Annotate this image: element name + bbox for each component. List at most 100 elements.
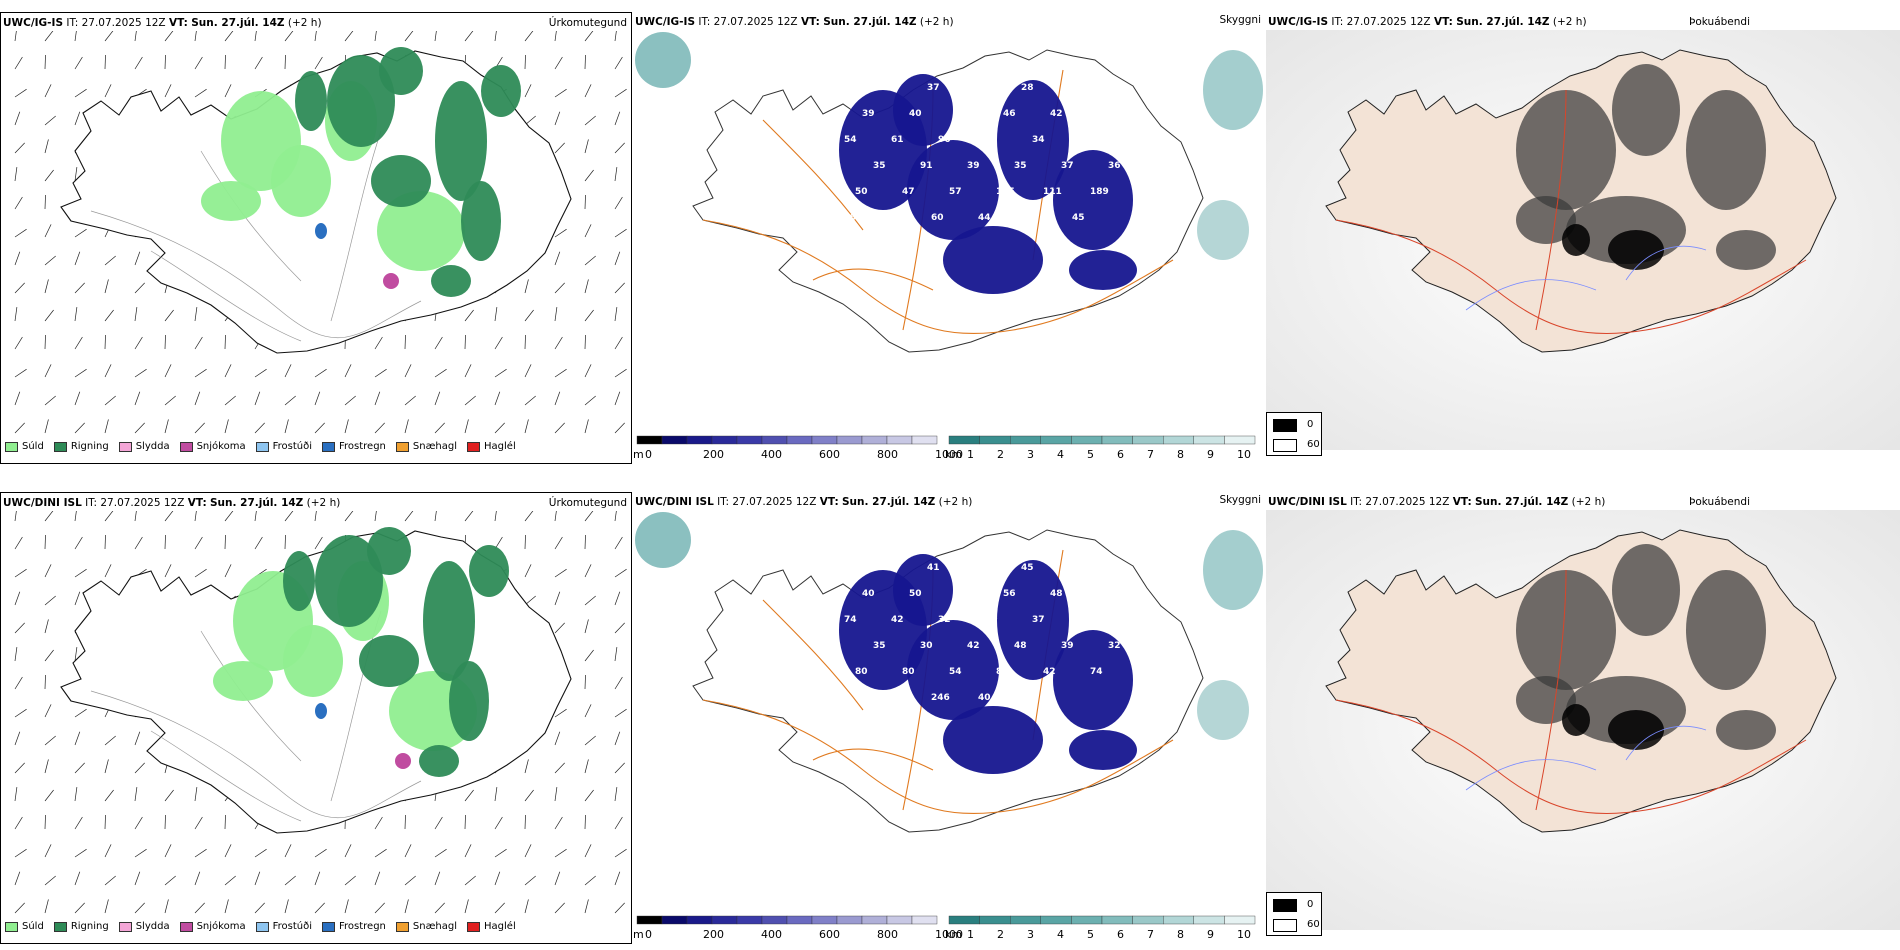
visibility-value-label: 37 — [927, 83, 940, 93]
fog-legend-swatch-high — [1273, 919, 1297, 932]
height-colorbar-cell — [911, 435, 938, 445]
visibility-tick-label: 2 — [997, 928, 1004, 941]
visibility-tick-label: 6 — [1117, 928, 1124, 941]
legend-swatch — [322, 921, 335, 932]
visibility-colorbar-cell — [1040, 915, 1072, 925]
fog-panel-top: UWC/IG-IS IT: 27.07.2025 12Z VT: Sun. 27… — [1266, 12, 1900, 464]
visibility-value-label: 30 — [920, 641, 933, 651]
legend-swatch — [467, 921, 481, 932]
visibility-value-label: 32 — [938, 615, 951, 625]
visibility-colorbar-cell — [1193, 915, 1225, 925]
legend-label: Snjókoma — [196, 441, 246, 452]
height-colorbar-cell — [786, 915, 813, 925]
height-colorbar-cell — [836, 435, 863, 445]
visibility-unit-label: km — [945, 928, 962, 941]
visibility-value-label: 42 — [891, 615, 904, 625]
visibility-value-label: 30 — [985, 615, 998, 625]
height-colorbar-cell — [736, 915, 763, 925]
height-colorbar-cell — [811, 915, 838, 925]
legend-label: Snjókoma — [196, 921, 246, 932]
visibility-value-label: 91 — [920, 161, 933, 171]
panel-title: Úrkomutegund — [548, 497, 627, 509]
visibility-value-label: 36 — [956, 109, 969, 119]
visibility-colorbar-cell — [1071, 915, 1103, 925]
legend-item-slydda: Slydda — [118, 921, 170, 932]
visibility-value-label: 50 — [909, 589, 922, 599]
visibility-value-label: 57 — [949, 187, 962, 197]
visibility-value-label: 39 — [1068, 563, 1081, 573]
legend-swatch — [322, 441, 335, 452]
visibility-colorbar-cell — [1132, 435, 1164, 445]
height-unit-label: m — [633, 448, 644, 461]
visibility-tick-label: 3 — [1027, 928, 1034, 941]
legend-swatch — [53, 921, 67, 932]
precip-map — [14, 511, 627, 914]
height-colorbar-cell — [861, 915, 888, 925]
precip-legend: Súld Rigning Slydda Snjókoma Frostúði Frostre… — [5, 921, 516, 932]
visibility-value-label: 111 — [1043, 187, 1062, 197]
panel-header: UWC/IG-IS IT: 27.07.2025 12Z VT: Sun. 27… — [3, 17, 322, 29]
visibility-colorbar-cell — [1010, 435, 1042, 445]
visibility-value-label: 40 — [1115, 83, 1128, 93]
fog-legend-swatch-low — [1273, 419, 1297, 432]
height-unit-label: m — [633, 928, 644, 941]
visibility-colorbar-cell — [1163, 915, 1195, 925]
visibility-value-label: 40 — [862, 589, 875, 599]
visibility-value-label: 39 — [1079, 615, 1092, 625]
legend-swatch — [53, 441, 67, 452]
legend-swatch — [255, 921, 269, 932]
visibility-value-label: 33 — [974, 83, 987, 93]
fog-panel-bottom: UWC/DINI ISL IT: 27.07.2025 12Z VT: Sun.… — [1266, 492, 1900, 944]
legend-label: Snæhagl — [412, 921, 458, 932]
legend-label: Frostúði — [272, 441, 312, 452]
visibility-value-label: 31 — [1079, 135, 1092, 145]
visibility-value-label: 38 — [1126, 615, 1139, 625]
height-tick-label: 800 — [877, 448, 898, 461]
visibility-value-label: 47 — [902, 187, 915, 197]
visibility-value-label: 116 — [1097, 589, 1116, 599]
height-colorbar-cell — [836, 915, 863, 925]
fog-legend-high: 60 — [1307, 919, 1320, 930]
height-colorbar-cell — [811, 435, 838, 445]
height-colorbar-cell — [686, 915, 713, 925]
visibility-value-label: 40 — [1097, 109, 1110, 119]
visibility-value-label: 48 — [1050, 589, 1063, 599]
legend-swatch — [179, 921, 193, 932]
visibility-value-label: 96 — [938, 135, 951, 145]
visibility-value-label: 54 — [949, 667, 962, 677]
visibility-value-label: 40 — [909, 109, 922, 119]
visibility-value-label: 88 — [996, 667, 1009, 677]
visibility-value-label: 28 — [1021, 83, 1034, 93]
visibility-colorbar-cell — [1224, 915, 1256, 925]
visibility-value-label: 38 — [880, 563, 893, 573]
legend-item-frostregn: Frostregn — [322, 921, 386, 932]
visibility-value-label: 37 — [1061, 161, 1074, 171]
legend-item-snjókoma: Snjókoma — [179, 921, 246, 932]
height-colorbar-cell — [761, 915, 788, 925]
visibility-value-label: 67 — [833, 563, 846, 573]
visibility-value-label: 39 — [862, 109, 875, 119]
panel-header: UWC/DINI ISL IT: 27.07.2025 12Z VT: Sun.… — [3, 497, 341, 509]
legend-item-snæhagl: Snæhagl — [395, 441, 457, 452]
visibility-colorbar-cell — [1224, 435, 1256, 445]
visibility-value-label: 61 — [891, 135, 904, 145]
visibility-value-label: 35 — [873, 641, 886, 651]
visibility-tick-label: 8 — [1177, 448, 1184, 461]
visibility-value-label: 34 — [1032, 135, 1045, 145]
visibility-colorbar-cell — [948, 915, 980, 925]
height-colorbar-cell — [911, 915, 938, 925]
visibility-value-label: 42 — [967, 641, 980, 651]
visibility-tick-label: 5 — [1087, 928, 1094, 941]
panel-header: UWC/IG-IS IT: 27.07.2025 12Z VT: Sun. 27… — [1268, 16, 1587, 28]
legend-item-frostúði: Frostúði — [255, 441, 312, 452]
visibility-value-label: 195 — [996, 187, 1015, 197]
legend-item-súld: Súld — [5, 921, 44, 932]
height-tick-label: 1000 — [935, 928, 963, 941]
precip-legend: Súld Rigning Slydda Snjókoma Frostúði Frostre… — [5, 441, 516, 452]
fog-map — [1266, 30, 1900, 450]
cloudbase-panel-bottom: UWC/DINI ISL IT: 27.07.2025 12Z VT: Sun.… — [633, 492, 1265, 944]
legend-swatch — [255, 441, 269, 452]
fog-legend-low: 0 — [1307, 419, 1314, 430]
